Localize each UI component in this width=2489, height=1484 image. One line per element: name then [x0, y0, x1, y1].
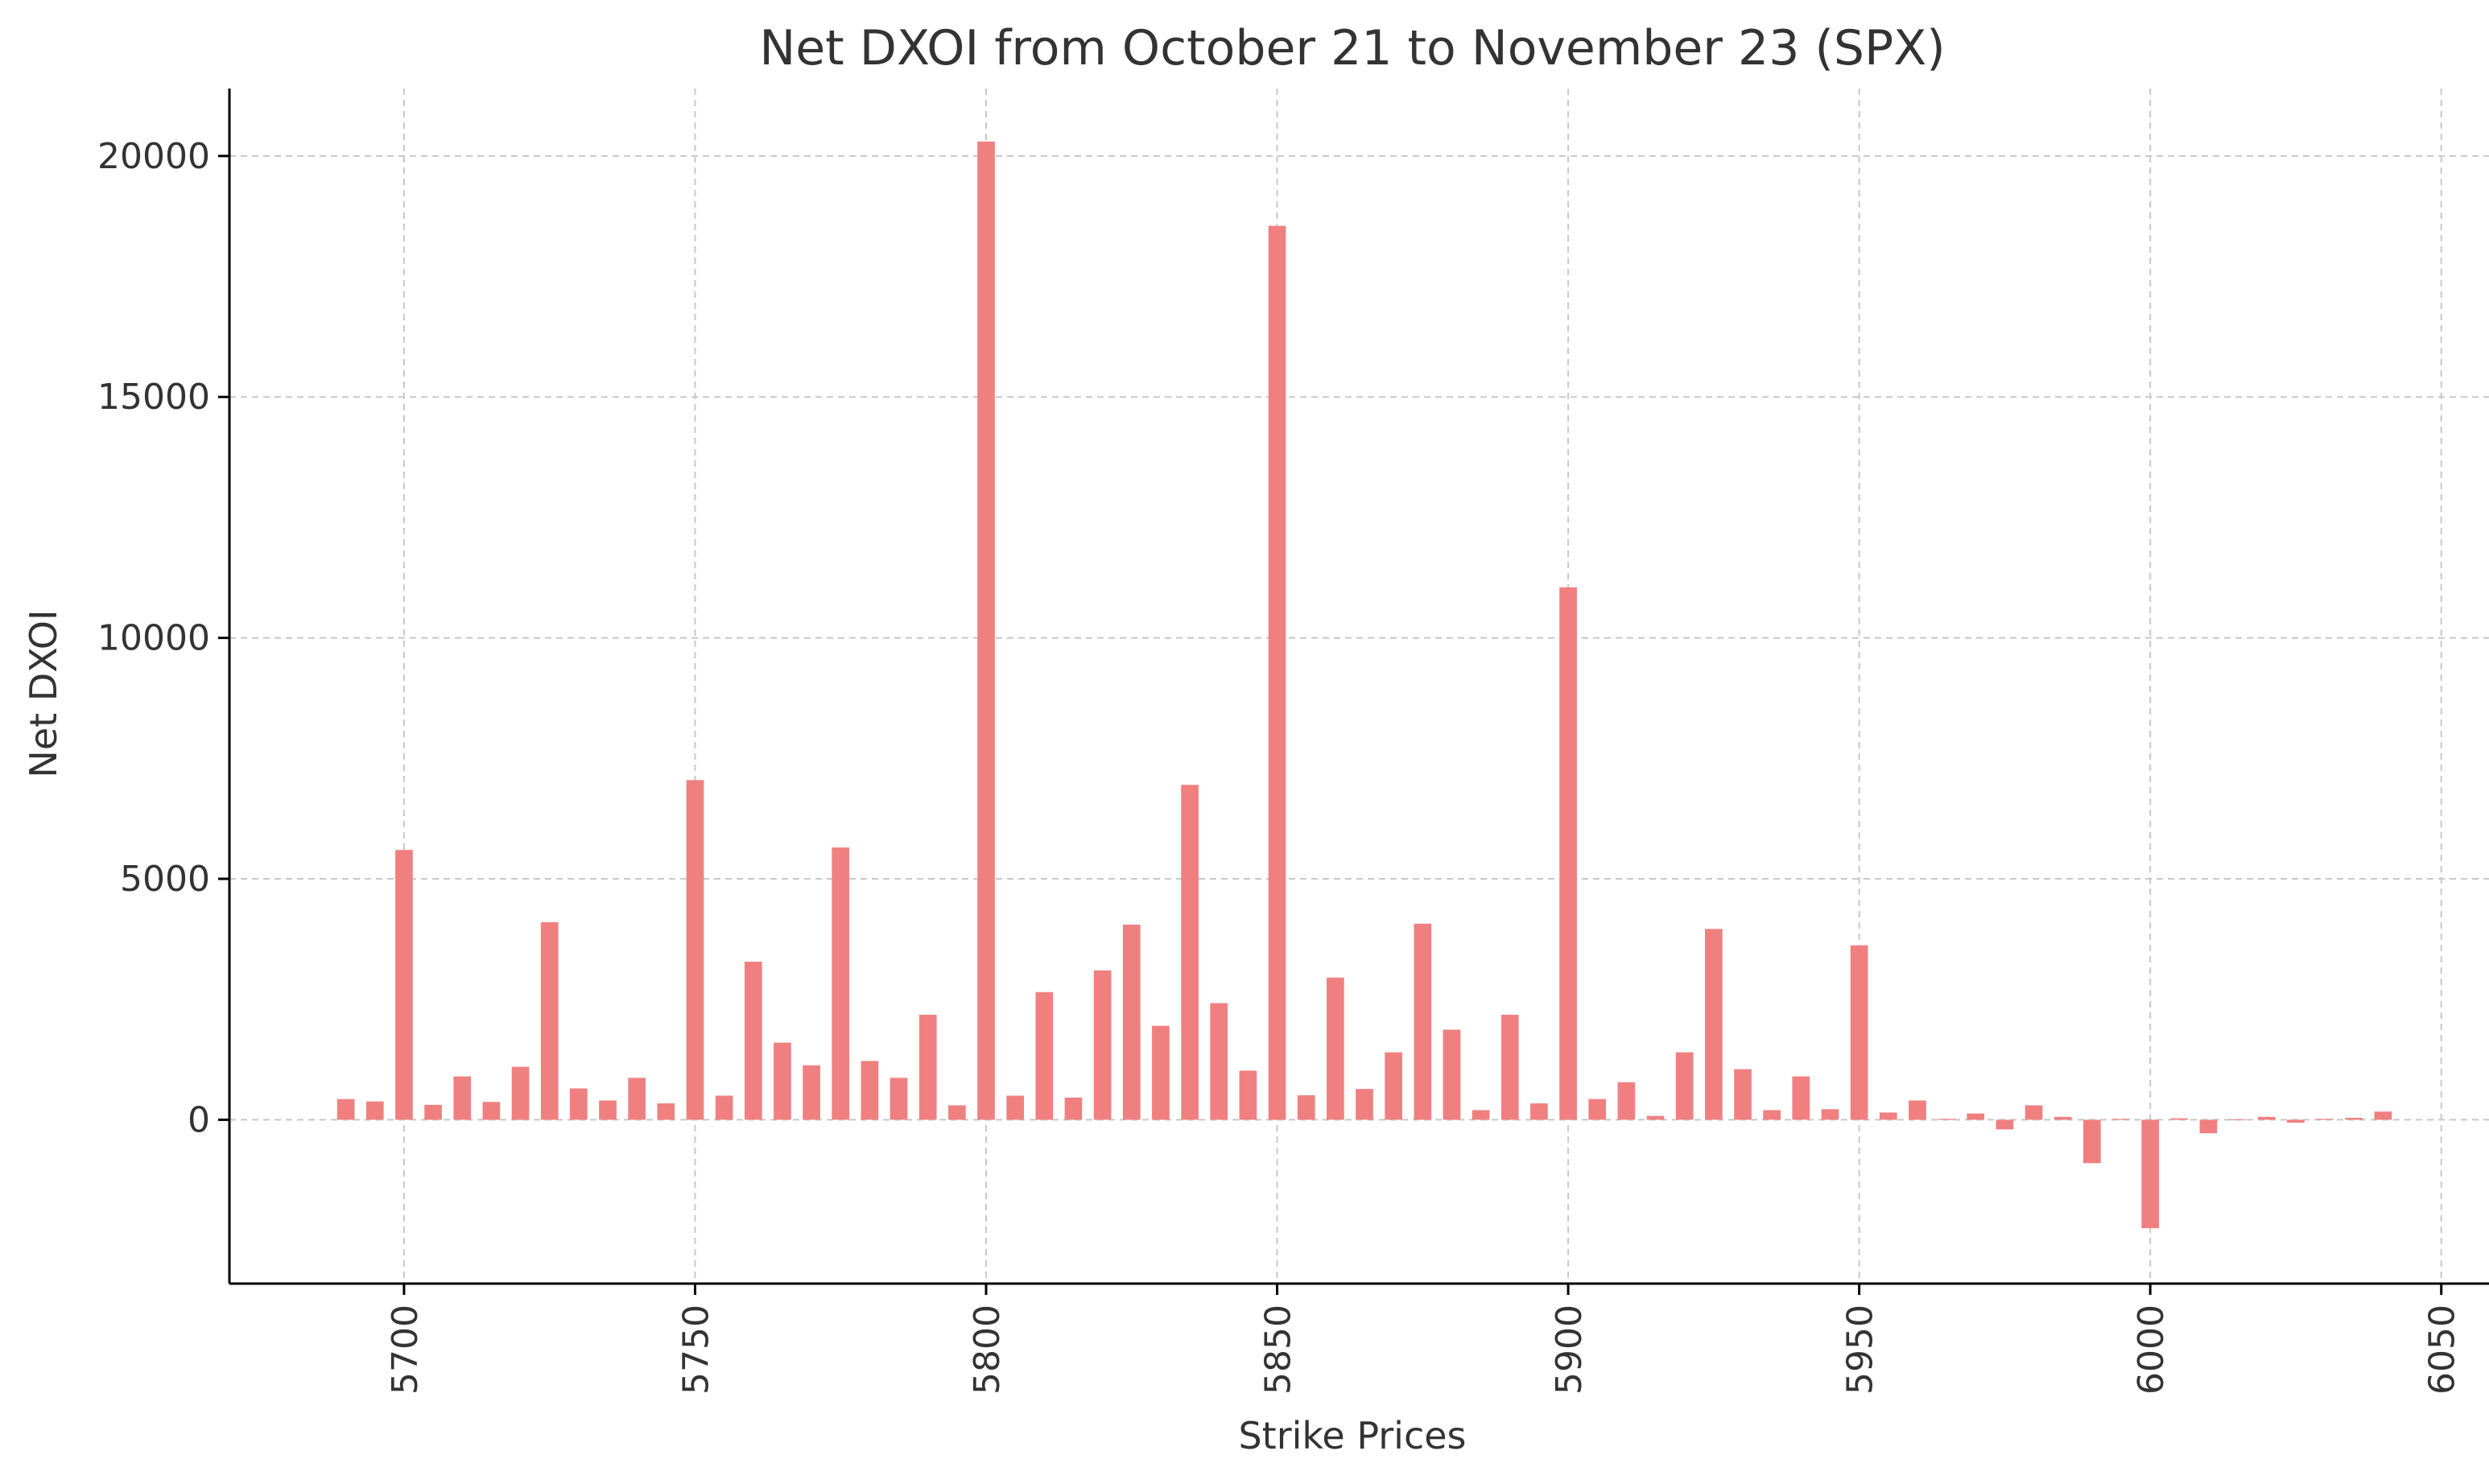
bar [1996, 1119, 2014, 1130]
bar [599, 1100, 617, 1120]
bar [365, 1101, 384, 1120]
bar [628, 1078, 646, 1120]
x-tick-label: 6000 [2131, 1305, 2172, 1395]
bar [1821, 1109, 1839, 1120]
bar [2345, 1118, 2363, 1120]
bar [774, 1042, 791, 1120]
bar [395, 850, 413, 1120]
bar [890, 1078, 908, 1120]
y-ticks: 0 5000 10000 15000 20000 [97, 136, 229, 1140]
bar [1909, 1100, 1926, 1120]
bar [1559, 587, 1577, 1120]
bar [1646, 1115, 1665, 1120]
x-tick-label: 5950 [1840, 1305, 1881, 1395]
x-tick-label: 5850 [1258, 1305, 1299, 1395]
bar [1210, 1003, 1228, 1120]
y-tick-label: 0 [188, 1099, 210, 1140]
bar [1006, 1095, 1024, 1120]
x-axis-label: Strike Prices [1238, 1414, 1466, 1457]
bar [744, 962, 762, 1120]
bar [2287, 1119, 2305, 1123]
bar [2170, 1118, 2189, 1120]
bar [1356, 1089, 1373, 1120]
bar [861, 1061, 879, 1120]
y-tick-label: 10000 [97, 618, 210, 659]
bar [1064, 1097, 1083, 1120]
bar [1239, 1070, 1257, 1120]
bar [1734, 1069, 1752, 1120]
bar [1268, 225, 1286, 1120]
x-ticks: 5700 5750 5800 5850 5900 5950 6000 6050 [385, 1284, 2463, 1395]
bar [570, 1088, 588, 1120]
bar [1385, 1052, 1402, 1120]
bar [1588, 1099, 1607, 1120]
bar [1500, 1014, 1519, 1120]
bar [1093, 970, 1112, 1120]
bar [1675, 1052, 1694, 1120]
bar [657, 1103, 675, 1120]
bar [832, 847, 850, 1120]
bar [1152, 1025, 1170, 1120]
x-tick-label: 5700 [385, 1305, 426, 1395]
bar [1850, 945, 1868, 1120]
chart-title: Net DXOI from October 21 to November 23 … [759, 20, 1945, 76]
x-tick-label: 5900 [1549, 1305, 1590, 1395]
bar [1414, 923, 1432, 1120]
bar [482, 1102, 501, 1120]
bar [453, 1076, 472, 1120]
bar [803, 1065, 820, 1120]
bar [511, 1066, 530, 1120]
bar [336, 1099, 355, 1120]
bar [1122, 924, 1141, 1120]
bar [1181, 785, 1199, 1120]
bar [2199, 1119, 2218, 1134]
y-tick-label: 20000 [97, 136, 210, 177]
bar [948, 1105, 966, 1120]
bar [2141, 1119, 2159, 1229]
bar [1705, 929, 1723, 1120]
bar [2054, 1116, 2072, 1120]
bar [2257, 1116, 2276, 1120]
bar [1967, 1113, 1985, 1120]
y-tick-label: 5000 [120, 859, 210, 900]
bar [2025, 1105, 2043, 1120]
bar [2083, 1119, 2101, 1164]
x-tick-label: 5800 [967, 1305, 1008, 1395]
bar [1879, 1112, 1897, 1120]
bar [1443, 1029, 1461, 1120]
x-tick-label: 5750 [675, 1305, 716, 1395]
bar [1297, 1094, 1315, 1120]
y-tick-label: 15000 [97, 377, 210, 418]
bar [2374, 1111, 2392, 1120]
bar [540, 921, 559, 1120]
bar [1327, 977, 1344, 1120]
bar [686, 780, 704, 1120]
x-tick-label: 6050 [2422, 1305, 2463, 1395]
bar [977, 141, 995, 1120]
bar [715, 1095, 733, 1120]
bar [1617, 1082, 1636, 1120]
bar [1763, 1110, 1781, 1120]
bar [2228, 1119, 2247, 1120]
bar [1035, 991, 1054, 1120]
bar [918, 1014, 937, 1120]
bar [1792, 1076, 1810, 1120]
bar [1472, 1110, 1490, 1120]
y-axis-label: Net DXOI [22, 609, 65, 777]
bar [424, 1104, 442, 1120]
bars-group [336, 141, 2392, 1229]
bar [1530, 1103, 1548, 1120]
